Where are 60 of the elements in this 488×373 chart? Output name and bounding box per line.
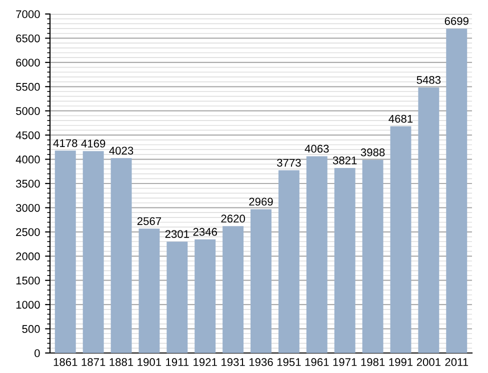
data-label: 6699 xyxy=(444,17,468,25)
x-tick-label: 1901 xyxy=(138,358,162,366)
y-tick-label: 3000 xyxy=(16,204,40,212)
bar xyxy=(166,242,188,353)
x-tick-label: 1931 xyxy=(222,358,245,366)
bar xyxy=(390,126,412,353)
bar xyxy=(362,160,384,353)
data-label: 4178 xyxy=(53,139,78,148)
y-tick-label: 2500 xyxy=(16,228,40,236)
bar xyxy=(222,226,244,353)
bar xyxy=(278,170,300,353)
bar xyxy=(334,168,356,353)
y-tick-label: 0 xyxy=(34,349,40,358)
data-label: 2620 xyxy=(221,214,245,223)
y-tick-label: 5000 xyxy=(16,107,40,115)
y-tick-label: 1500 xyxy=(16,276,40,284)
bar xyxy=(446,28,468,353)
data-label: 2969 xyxy=(249,198,273,206)
data-label: 4681 xyxy=(388,114,413,123)
y-tick-label: 5500 xyxy=(16,82,40,91)
x-tick-label: 1861 xyxy=(54,358,78,366)
bar xyxy=(82,151,104,353)
data-label: 2346 xyxy=(193,228,217,236)
y-tick-label: 4000 xyxy=(16,156,40,164)
y-tick-label: 500 xyxy=(22,325,40,333)
bar xyxy=(54,150,76,353)
y-tick-label: 2000 xyxy=(16,252,40,260)
x-tick-label: 1981 xyxy=(361,358,385,366)
x-tick-label: 1961 xyxy=(305,358,329,366)
x-tick-label: 2011 xyxy=(445,358,468,366)
bar xyxy=(418,87,440,353)
data-label: 4063 xyxy=(304,144,329,153)
y-tick-label: 7000 xyxy=(16,10,40,18)
x-tick-label: 1971 xyxy=(333,358,357,366)
data-label: 2301 xyxy=(165,230,189,238)
data-label: 3821 xyxy=(332,156,357,164)
x-tick-label: 1881 xyxy=(110,358,134,366)
data-label: 4169 xyxy=(81,140,106,148)
y-tick-label: 1000 xyxy=(16,300,40,309)
y-tick-label: 6500 xyxy=(16,34,40,42)
y-tick-label: 3500 xyxy=(16,180,40,188)
bar xyxy=(138,228,160,353)
y-tick-label: 6000 xyxy=(16,58,40,67)
x-tick-label: 1991 xyxy=(389,358,413,366)
x-tick-label: 1921 xyxy=(194,358,217,366)
data-label: 3988 xyxy=(360,148,385,156)
bar xyxy=(110,158,132,353)
data-label: 3773 xyxy=(277,158,301,167)
bar xyxy=(306,156,328,353)
data-label: 4023 xyxy=(109,146,134,155)
x-tick-label: 1936 xyxy=(249,358,273,366)
bar xyxy=(194,239,216,353)
x-tick-label: 1951 xyxy=(277,358,301,366)
x-tick-label: 1911 xyxy=(166,358,189,366)
x-tick-label: 2001 xyxy=(416,358,440,366)
data-label: 2567 xyxy=(137,217,162,226)
x-tick-label: 1871 xyxy=(82,358,106,366)
y-tick-label: 4500 xyxy=(16,131,40,140)
bar xyxy=(250,209,272,353)
data-label: 5483 xyxy=(416,76,441,84)
